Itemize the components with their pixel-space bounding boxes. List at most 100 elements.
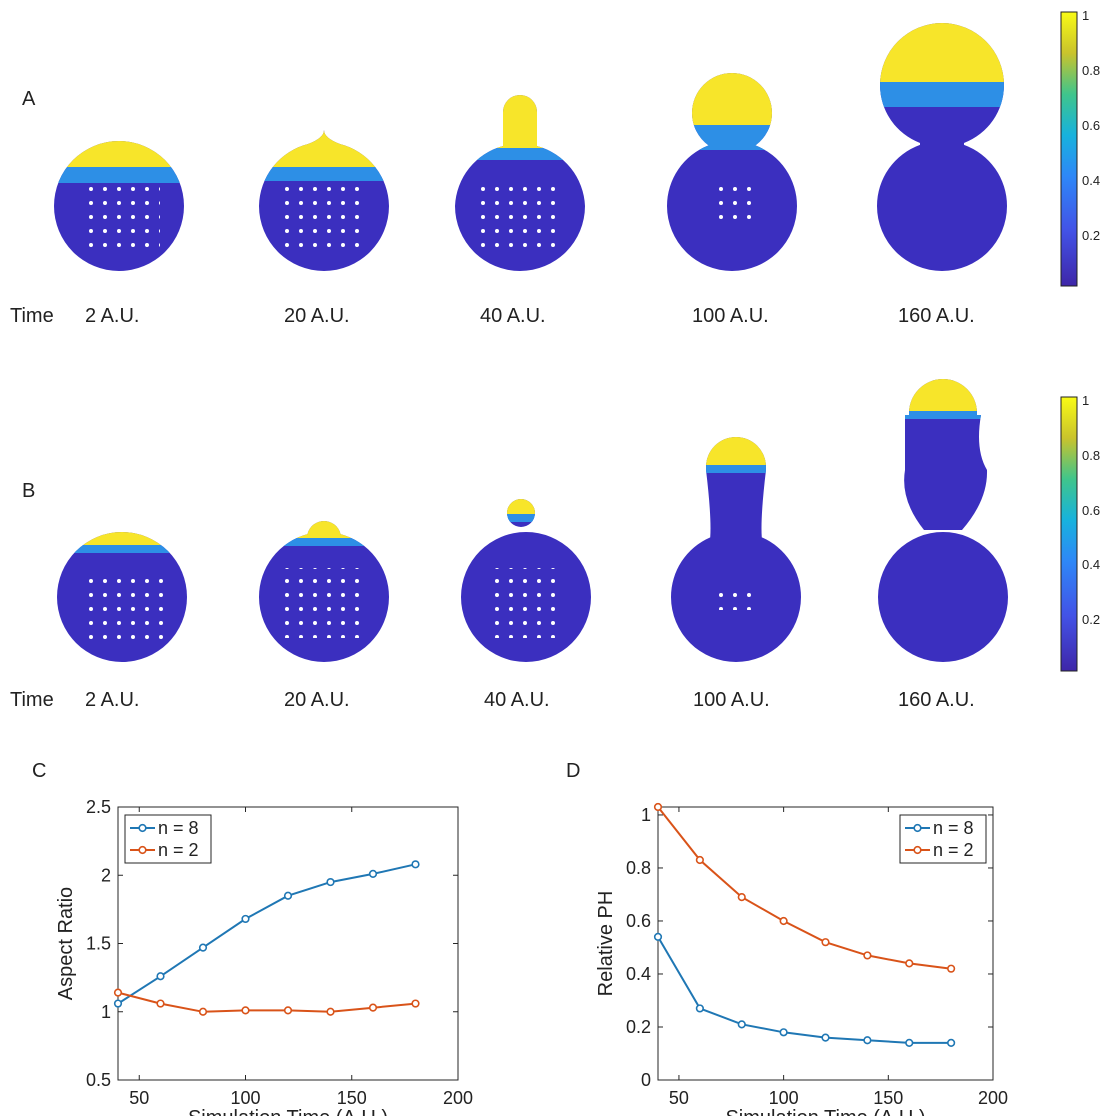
series-line-d-1: [657, 806, 952, 970]
cb-b-tick-08: 0.8: [1082, 448, 1100, 463]
panel-a-letter: A: [22, 88, 36, 110]
panel-c-letter: C: [32, 760, 46, 782]
cell-a-5: [877, 23, 1007, 271]
x-tick-label-c: 100: [230, 1088, 260, 1108]
data-point-c-0: [326, 877, 335, 887]
y-tick-label-d: 0: [641, 1070, 651, 1090]
legend-marker-d-1: [913, 845, 922, 855]
cell-a-4: [667, 73, 797, 271]
y-tick-label-d: 0.4: [626, 964, 651, 984]
data-point-d-1: [653, 802, 663, 812]
y-tick-label-c: 1: [101, 1002, 111, 1022]
data-point-c-1: [198, 1007, 208, 1016]
data-point-c-0: [241, 914, 250, 924]
series-line-c-0: [117, 863, 416, 1005]
data-point-d-0: [821, 1033, 830, 1042]
panel-a-colorbar: 1 0.8 0.6 0.4 0.2: [1060, 8, 1100, 287]
data-point-d-1: [695, 855, 704, 865]
panel-a-time-4: 100 A.U.: [692, 305, 769, 327]
data-point-c-1: [411, 999, 420, 1008]
panel-b-time-1: 2 A.U.: [85, 689, 139, 711]
x-axis-label-c: Simulation Time (A.U.): [188, 1107, 388, 1116]
legend-label-c-0: n = 8: [158, 818, 199, 838]
data-point-d-1: [737, 893, 746, 902]
cb-b-tick-06: 0.6: [1082, 503, 1100, 518]
data-point-c-0: [113, 999, 123, 1008]
panel-a-time-2: 20 A.U.: [284, 305, 350, 327]
cb-a-tick-06: 0.6: [1082, 118, 1100, 133]
cb-a-tick-04: 0.4: [1082, 173, 1100, 188]
cb-b-tick-02: 0.2: [1082, 612, 1100, 627]
chart-aspect-ratio: 50 100 150 200 0.5 1 1.5 2 2.5 Simulation Time (A…: [55, 797, 473, 1116]
data-point-c-1: [283, 1006, 293, 1015]
cb-a-tick-02: 0.2: [1082, 228, 1100, 243]
legend-label-d-0: n = 8: [933, 818, 974, 838]
panel-d-letter: D: [566, 760, 580, 782]
x-tick-label-d: 150: [873, 1088, 903, 1108]
panel-a-time-1: 2 A.U.: [85, 305, 139, 327]
x-tick-label-d: 200: [978, 1088, 1008, 1108]
cb-b-tick-04: 0.4: [1082, 557, 1100, 572]
y-tick-label-d: 0.6: [626, 911, 651, 931]
panel-b-time-2: 20 A.U.: [284, 689, 350, 711]
series-line-d-0: [657, 936, 952, 1044]
legend-marker-d-0: [913, 823, 922, 833]
x-axis-label-d: Simulation Time (A.U.): [725, 1107, 925, 1116]
y-tick-label-d: 0.8: [626, 858, 651, 878]
cell-a-2: [259, 130, 389, 271]
cb-b-tick-1: 1: [1082, 393, 1089, 408]
cell-a-3: [455, 95, 585, 271]
cell-b-4: [671, 437, 801, 662]
data-point-d-1: [863, 951, 872, 960]
cell-b-1: [57, 532, 187, 662]
panel-b-time-3: 40 A.U.: [484, 689, 550, 711]
data-point-d-0: [653, 932, 663, 941]
panel-b-time-5: 160 A.U.: [898, 689, 975, 711]
data-point-c-1: [368, 1003, 378, 1012]
data-point-c-1: [241, 1006, 250, 1015]
data-point-c-0: [368, 869, 378, 878]
legend-label-c-1: n = 2: [158, 840, 199, 860]
legend-marker-c-1: [138, 845, 147, 855]
x-tick-label-c: 50: [129, 1088, 149, 1108]
data-point-d-1: [905, 959, 914, 968]
cell-b-2: [259, 521, 389, 662]
y-tick-label-c: 2.5: [86, 797, 111, 817]
cell-b-3: [461, 499, 591, 662]
chart-relative-ph: 50 100 150 200 0 0.2 0.4 0.6 0.8 1 Simulation Time…: [595, 802, 1008, 1116]
y-tick-label-d: 1: [641, 805, 651, 825]
panel-b-time-label: Time: [10, 689, 54, 711]
cb-a-tick-1: 1: [1082, 8, 1089, 23]
data-point-c-0: [283, 891, 293, 900]
data-point-d-0: [905, 1038, 914, 1047]
data-point-d-0: [695, 1004, 704, 1013]
panel-b-colorbar: 1 0.8 0.6 0.4 0.2: [1060, 393, 1100, 672]
panel-a-time-3: 40 A.U.: [480, 305, 546, 327]
y-tick-label-c: 0.5: [86, 1070, 111, 1090]
data-point-c-1: [156, 999, 165, 1008]
y-tick-label-c: 1.5: [86, 934, 111, 954]
series-line-c-1: [117, 991, 416, 1013]
data-point-d-1: [821, 938, 830, 947]
panel-b: B: [10, 379, 1100, 711]
panel-a-time-5: 160 A.U.: [898, 305, 975, 327]
y-axis-label-d: Relative PH: [595, 891, 617, 997]
x-tick-label-d: 100: [769, 1088, 799, 1108]
data-point-c-1: [113, 988, 123, 997]
y-tick-label-d: 0.2: [626, 1017, 651, 1037]
cell-a-1: [54, 141, 184, 271]
data-point-d-1: [779, 916, 788, 926]
panel-a-time-label: Time: [10, 305, 54, 327]
data-point-d-0: [947, 1038, 956, 1047]
panel-a: A: [10, 8, 1100, 327]
legend-box-c: [124, 814, 212, 864]
legend-label-d-1: n = 2: [933, 840, 974, 860]
legend-box-d: [899, 814, 987, 864]
data-point-c-1: [326, 1007, 335, 1016]
cell-b-5: [878, 379, 1008, 662]
data-point-c-0: [411, 860, 420, 869]
data-point-c-0: [198, 943, 208, 952]
data-point-d-0: [737, 1020, 746, 1029]
x-tick-label-c: 200: [443, 1088, 473, 1108]
